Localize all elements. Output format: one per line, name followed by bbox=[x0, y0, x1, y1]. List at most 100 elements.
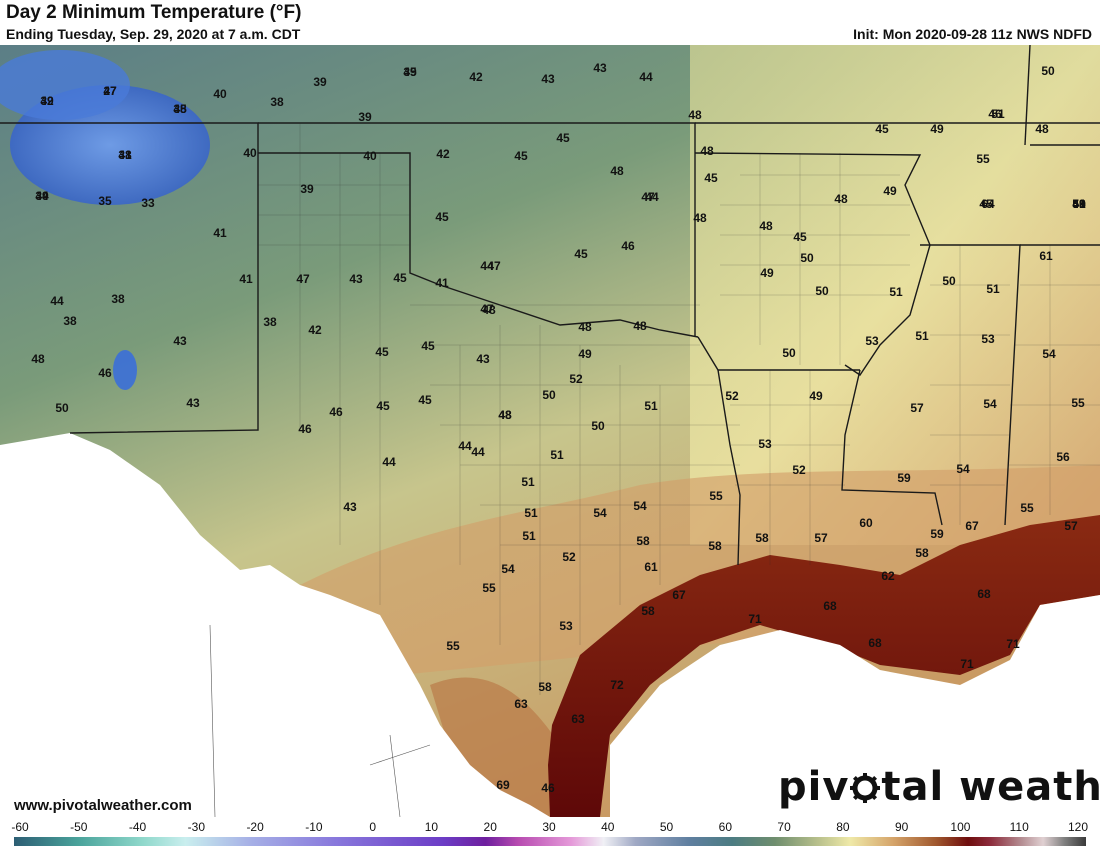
scale-tick: 30 bbox=[542, 820, 556, 834]
scale-tick: 10 bbox=[424, 820, 439, 834]
temperature-label: 58 bbox=[538, 680, 552, 694]
header: Day 2 Minimum Temperature (°F) Ending Tu… bbox=[0, 0, 1100, 45]
temperature-label: 54 bbox=[501, 562, 515, 576]
temperature-label: 48 bbox=[1072, 197, 1086, 211]
temperature-label: 51 bbox=[644, 399, 658, 413]
temperature-label: 44 bbox=[458, 439, 472, 453]
temperature-label: 52 bbox=[725, 389, 739, 403]
scale-tick: -10 bbox=[305, 820, 323, 834]
temperature-label: 51 bbox=[521, 475, 535, 489]
temperature-label: 47 bbox=[480, 302, 494, 316]
temperature-label: 45 bbox=[979, 197, 993, 211]
temperature-label: 34 bbox=[35, 189, 49, 203]
mexico-state-lines bbox=[209, 624, 431, 817]
temperature-label: 49 bbox=[883, 184, 897, 198]
temperature-label: 57 bbox=[910, 401, 924, 415]
website-url[interactable]: www.pivotalweather.com bbox=[14, 797, 192, 814]
temperature-label: 59 bbox=[930, 527, 944, 541]
temperature-label: 50 bbox=[800, 251, 814, 265]
temperature-label: 35 bbox=[98, 194, 112, 208]
pivotal-weather-logo: piv tal weather bbox=[778, 764, 1100, 810]
temperature-label: 51 bbox=[550, 448, 564, 462]
temperature-label: 58 bbox=[755, 531, 769, 545]
brand-text-right: tal weather bbox=[881, 764, 1100, 810]
temperature-label: 51 bbox=[524, 506, 538, 520]
temperature-label: 71 bbox=[748, 612, 762, 626]
temperature-label: 53 bbox=[981, 332, 995, 346]
temperature-label: 53 bbox=[1072, 197, 1086, 211]
temperature-label: 55 bbox=[709, 489, 723, 503]
temperature-label: 42 bbox=[436, 147, 450, 161]
temperature-label: 51 bbox=[991, 107, 1005, 121]
temperature-label: 68 bbox=[823, 599, 837, 613]
temperature-label: 60 bbox=[859, 516, 873, 530]
temperature-label: 49 bbox=[1072, 197, 1086, 211]
brand-text-left: piv bbox=[778, 764, 850, 810]
scale-tick: 50 bbox=[659, 820, 674, 834]
temperature-label: 54 bbox=[983, 397, 997, 411]
temperature-label: 39 bbox=[300, 182, 314, 196]
temperature-label: 39 bbox=[358, 110, 372, 124]
color-scale: -60 -50 -40 -30 -20 -10 0 10 20 30 40 50 60 70 80 90 100… bbox=[0, 817, 1100, 850]
temperature-label: 61 bbox=[644, 560, 658, 574]
temperature-label: 52 bbox=[562, 550, 576, 564]
temperature-label: 56 bbox=[1056, 450, 1070, 464]
temperature-label: 38 bbox=[63, 314, 77, 328]
temperature-label: 42 bbox=[308, 323, 322, 337]
temperature-label: 59 bbox=[897, 471, 911, 485]
temperature-label: 71 bbox=[960, 657, 974, 671]
temperature-label: 49 bbox=[809, 389, 823, 403]
temperature-label: 45 bbox=[376, 399, 390, 413]
temperature-label: 38 bbox=[270, 95, 284, 109]
temperature-label: 27 bbox=[103, 84, 117, 98]
init-time: Init: Mon 2020-09-28 11z NWS NDFD bbox=[853, 26, 1092, 42]
scale-tick: 40 bbox=[601, 820, 615, 834]
temperature-label: 43 bbox=[541, 72, 555, 86]
temperature-label: 50 bbox=[782, 346, 796, 360]
land-east bbox=[690, 45, 1100, 545]
temperature-label: 44 bbox=[645, 190, 659, 204]
sacramento-mtns-cold bbox=[113, 350, 137, 390]
temperature-label: 55 bbox=[446, 639, 460, 653]
temperature-label: 55 bbox=[1071, 396, 1085, 410]
temperature-label: 58 bbox=[708, 539, 722, 553]
temperature-label: 48 bbox=[633, 319, 647, 333]
temperature-label: 45 bbox=[793, 230, 807, 244]
scale-tick: 110 bbox=[1009, 820, 1029, 834]
temperature-label: 67 bbox=[965, 519, 979, 533]
temperature-label: 44 bbox=[639, 70, 653, 84]
temperature-label: 45 bbox=[574, 247, 588, 261]
temperature-label: 47 bbox=[103, 84, 117, 98]
temperature-label: 39 bbox=[403, 65, 417, 79]
scale-tick: -60 bbox=[11, 820, 29, 834]
temperature-label: 42 bbox=[469, 70, 483, 84]
temperature-label: 44 bbox=[382, 455, 396, 469]
temperature-label: 58 bbox=[641, 604, 655, 618]
temperature-label: 61 bbox=[1039, 249, 1053, 263]
gulf-of-mexico bbox=[548, 515, 1100, 817]
temperature-label: 48 bbox=[118, 148, 132, 162]
temperature-label: 49 bbox=[35, 189, 49, 203]
temperature-label: 51 bbox=[1072, 197, 1086, 211]
scale-tick: 60 bbox=[718, 820, 733, 834]
temperature-label: 48 bbox=[700, 144, 714, 158]
temperature-label: 55 bbox=[1020, 501, 1034, 515]
temperature-label: 55 bbox=[482, 581, 496, 595]
temperature-label: 48 bbox=[173, 102, 187, 116]
temperature-label: 32 bbox=[40, 94, 54, 108]
county-lines bbox=[258, 123, 1100, 695]
temperature-label: 49 bbox=[40, 94, 54, 108]
temperature-map[interactable]: 32 27 35 31 34 35 33 40 44 38 48 46 50 43 43 38 39 40 41 39… bbox=[0, 45, 1100, 817]
temperature-label: 43 bbox=[173, 334, 187, 348]
temperature-label: 68 bbox=[977, 587, 991, 601]
temperature-label: 69 bbox=[496, 778, 510, 792]
scale-tick: -40 bbox=[128, 820, 147, 834]
temperature-label: 43 bbox=[186, 396, 200, 410]
temperature-label: 51 bbox=[522, 529, 536, 543]
scale-tick: -20 bbox=[246, 820, 264, 834]
temperature-label: 48 bbox=[610, 164, 624, 178]
temperature-label: 49 bbox=[1072, 197, 1086, 211]
temperature-label: 50 bbox=[55, 401, 69, 415]
temperature-label: 52 bbox=[569, 372, 583, 386]
temperature-label: 48 bbox=[1035, 122, 1049, 136]
